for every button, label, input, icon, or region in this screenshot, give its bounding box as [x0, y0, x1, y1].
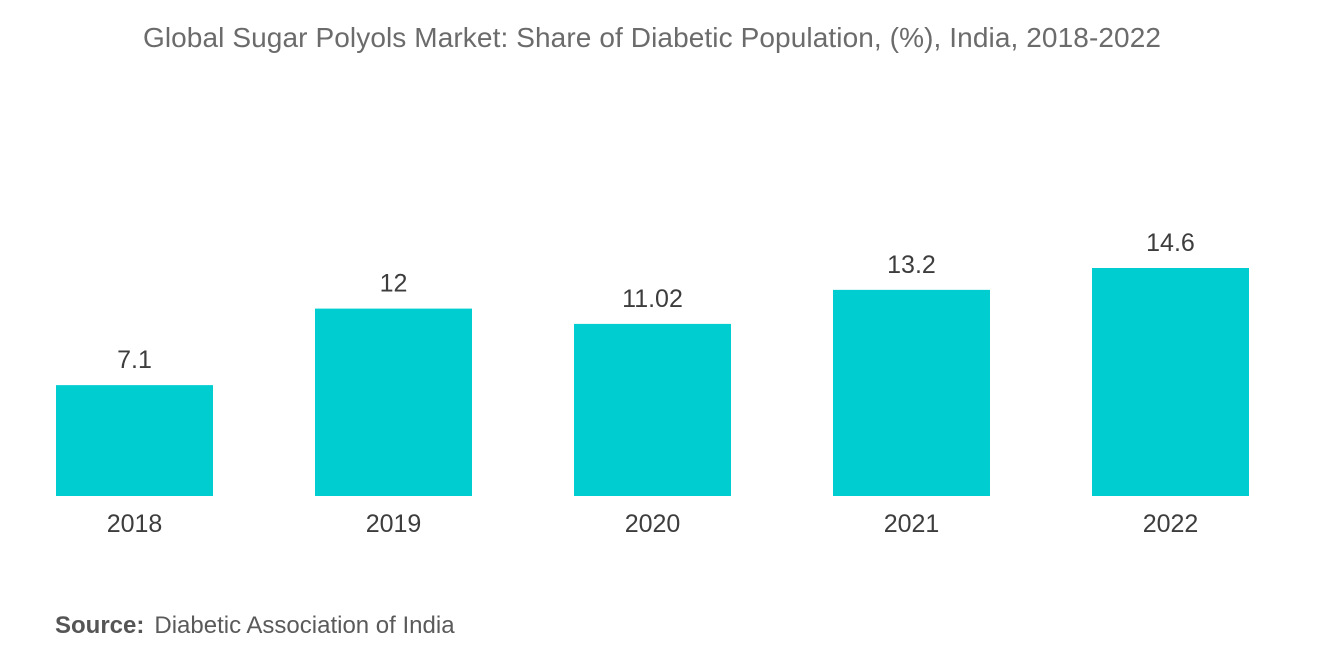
x-tick-label-2018: 2018 — [107, 510, 163, 538]
bar-2020 — [574, 323, 731, 496]
x-tick-label-2020: 2020 — [625, 510, 681, 538]
data-label-2018: 7.1 — [117, 346, 152, 374]
data-label-2021: 13.2 — [887, 251, 936, 279]
source-text: Diabetic Association of India — [154, 612, 455, 639]
bar-2019 — [315, 308, 472, 496]
data-label-2020: 11.02 — [622, 285, 683, 313]
chart-title: Global Sugar Polyols Market: Share of Di… — [142, 22, 1162, 53]
bar-2022 — [1092, 268, 1249, 496]
source-label: Source: — [55, 612, 145, 639]
x-tick-label-2022: 2022 — [1143, 510, 1199, 538]
data-label-2019: 12 — [380, 270, 408, 298]
source-note: Source: Diabetic Association of India — [55, 612, 455, 640]
data-label-2022: 14.6 — [1146, 229, 1195, 257]
x-tick-label-2021: 2021 — [884, 510, 940, 538]
x-tick-label-2019: 2019 — [366, 510, 422, 538]
bar-2021 — [833, 289, 990, 496]
bar-2018 — [56, 385, 213, 496]
